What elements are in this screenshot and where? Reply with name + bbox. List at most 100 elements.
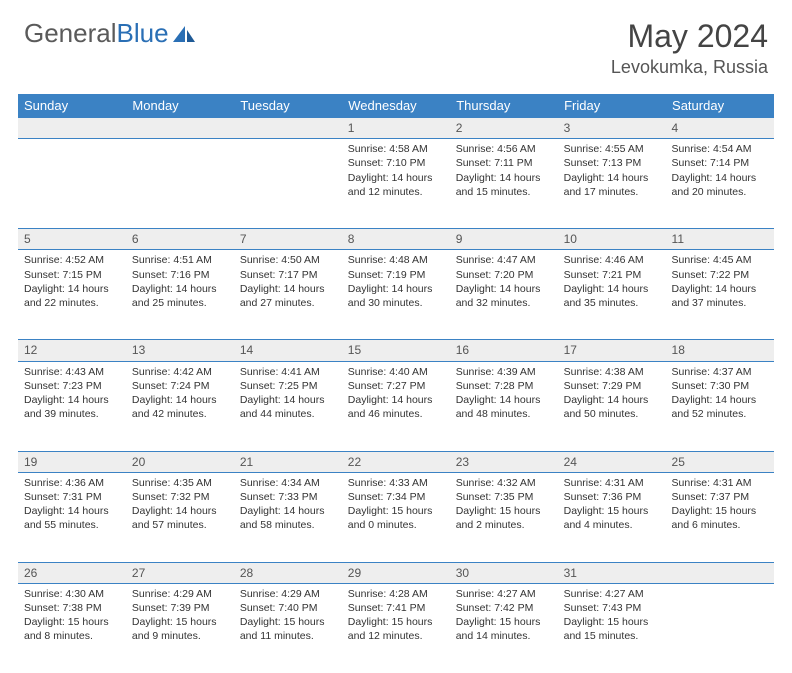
- day-cell: Sunrise: 4:30 AMSunset: 7:38 PMDaylight:…: [18, 583, 126, 673]
- day-number-cell: 30: [450, 562, 558, 583]
- day-detail-line: and 42 minutes.: [132, 407, 228, 421]
- day-number: 2: [450, 118, 558, 138]
- day-detail-line: and 27 minutes.: [240, 296, 336, 310]
- day-number: 3: [558, 118, 666, 138]
- day-detail-line: Daylight: 14 hours: [240, 504, 336, 518]
- day-number: 6: [126, 229, 234, 249]
- day-detail-line: Daylight: 14 hours: [672, 282, 768, 296]
- day-detail-line: and 55 minutes.: [24, 518, 120, 532]
- day-number-cell: 18: [666, 340, 774, 361]
- day-detail-line: Sunset: 7:29 PM: [564, 379, 660, 393]
- day-detail-line: Sunrise: 4:32 AM: [456, 476, 552, 490]
- day-number-cell: 3: [558, 118, 666, 139]
- day-cell-body: Sunrise: 4:47 AMSunset: 7:20 PMDaylight:…: [450, 250, 558, 316]
- day-detail-line: and 30 minutes.: [348, 296, 444, 310]
- day-cell: Sunrise: 4:48 AMSunset: 7:19 PMDaylight:…: [342, 250, 450, 340]
- day-number: 30: [450, 563, 558, 583]
- day-cell-body: Sunrise: 4:27 AMSunset: 7:42 PMDaylight:…: [450, 584, 558, 650]
- day-detail-line: Sunrise: 4:41 AM: [240, 365, 336, 379]
- day-cell-body: Sunrise: 4:43 AMSunset: 7:23 PMDaylight:…: [18, 362, 126, 428]
- day-number-cell: 26: [18, 562, 126, 583]
- day-detail-line: Sunset: 7:43 PM: [564, 601, 660, 615]
- day-detail-line: Sunset: 7:21 PM: [564, 268, 660, 282]
- day-cell-body: Sunrise: 4:45 AMSunset: 7:22 PMDaylight:…: [666, 250, 774, 316]
- day-cell-body: Sunrise: 4:55 AMSunset: 7:13 PMDaylight:…: [558, 139, 666, 205]
- day-number-cell: 23: [450, 451, 558, 472]
- day-cell-body: Sunrise: 4:38 AMSunset: 7:29 PMDaylight:…: [558, 362, 666, 428]
- day-detail-line: Daylight: 15 hours: [456, 504, 552, 518]
- day-detail-line: Sunrise: 4:34 AM: [240, 476, 336, 490]
- day-number-cell: 17: [558, 340, 666, 361]
- day-cell: Sunrise: 4:46 AMSunset: 7:21 PMDaylight:…: [558, 250, 666, 340]
- day-number: 12: [18, 340, 126, 360]
- day-cell-body: Sunrise: 4:33 AMSunset: 7:34 PMDaylight:…: [342, 473, 450, 539]
- day-number: 5: [18, 229, 126, 249]
- day-cell: Sunrise: 4:36 AMSunset: 7:31 PMDaylight:…: [18, 472, 126, 562]
- day-detail-line: Sunrise: 4:33 AM: [348, 476, 444, 490]
- day-detail-line: Daylight: 14 hours: [132, 504, 228, 518]
- day-number: 27: [126, 563, 234, 583]
- day-detail-line: Daylight: 14 hours: [348, 171, 444, 185]
- day-number-cell: 7: [234, 229, 342, 250]
- day-detail-line: Sunset: 7:11 PM: [456, 156, 552, 170]
- day-detail-line: Sunset: 7:22 PM: [672, 268, 768, 282]
- day-cell: Sunrise: 4:34 AMSunset: 7:33 PMDaylight:…: [234, 472, 342, 562]
- brand-text: GeneralBlue: [24, 18, 169, 49]
- day-detail-line: Sunset: 7:35 PM: [456, 490, 552, 504]
- day-detail-line: Sunrise: 4:39 AM: [456, 365, 552, 379]
- day-detail-line: and 9 minutes.: [132, 629, 228, 643]
- day-detail-line: and 20 minutes.: [672, 185, 768, 199]
- day-number-cell: 25: [666, 451, 774, 472]
- day-detail-line: Sunset: 7:27 PM: [348, 379, 444, 393]
- day-detail-line: Daylight: 14 hours: [132, 393, 228, 407]
- day-detail-line: and 57 minutes.: [132, 518, 228, 532]
- day-detail-line: Sunset: 7:15 PM: [24, 268, 120, 282]
- day-detail-line: and 8 minutes.: [24, 629, 120, 643]
- day-number-cell: 16: [450, 340, 558, 361]
- day-detail-line: and 58 minutes.: [240, 518, 336, 532]
- day-number: 16: [450, 340, 558, 360]
- day-cell: [126, 139, 234, 229]
- day-number-cell: 10: [558, 229, 666, 250]
- day-cell: Sunrise: 4:38 AMSunset: 7:29 PMDaylight:…: [558, 361, 666, 451]
- day-number-cell: 4: [666, 118, 774, 139]
- day-number-cell: 6: [126, 229, 234, 250]
- day-detail-line: Sunset: 7:16 PM: [132, 268, 228, 282]
- day-cell: Sunrise: 4:31 AMSunset: 7:37 PMDaylight:…: [666, 472, 774, 562]
- day-cell: Sunrise: 4:41 AMSunset: 7:25 PMDaylight:…: [234, 361, 342, 451]
- day-cell-body: Sunrise: 4:31 AMSunset: 7:37 PMDaylight:…: [666, 473, 774, 539]
- day-cell-body: Sunrise: 4:29 AMSunset: 7:39 PMDaylight:…: [126, 584, 234, 650]
- day-detail-line: and 39 minutes.: [24, 407, 120, 421]
- day-cell-body: Sunrise: 4:56 AMSunset: 7:11 PMDaylight:…: [450, 139, 558, 205]
- day-cell: Sunrise: 4:27 AMSunset: 7:43 PMDaylight:…: [558, 583, 666, 673]
- day-detail-line: Daylight: 14 hours: [348, 393, 444, 407]
- day-cell-body: [666, 584, 774, 593]
- day-detail-line: Sunrise: 4:43 AM: [24, 365, 120, 379]
- day-detail-line: and 2 minutes.: [456, 518, 552, 532]
- day-cell-body: Sunrise: 4:37 AMSunset: 7:30 PMDaylight:…: [666, 362, 774, 428]
- day-cell-body: Sunrise: 4:54 AMSunset: 7:14 PMDaylight:…: [666, 139, 774, 205]
- day-detail-line: Daylight: 15 hours: [564, 504, 660, 518]
- day-header: Sunday: [18, 94, 126, 118]
- day-detail-line: and 32 minutes.: [456, 296, 552, 310]
- day-cell-body: Sunrise: 4:31 AMSunset: 7:36 PMDaylight:…: [558, 473, 666, 539]
- day-cell-body: Sunrise: 4:39 AMSunset: 7:28 PMDaylight:…: [450, 362, 558, 428]
- day-detail-line: Sunrise: 4:27 AM: [564, 587, 660, 601]
- day-cell-body: [18, 139, 126, 148]
- day-number: 29: [342, 563, 450, 583]
- day-cell: Sunrise: 4:31 AMSunset: 7:36 PMDaylight:…: [558, 472, 666, 562]
- day-detail-line: and 11 minutes.: [240, 629, 336, 643]
- day-number-cell: [18, 118, 126, 139]
- day-detail-line: Sunrise: 4:29 AM: [240, 587, 336, 601]
- day-cell-body: Sunrise: 4:28 AMSunset: 7:41 PMDaylight:…: [342, 584, 450, 650]
- calendar-table: SundayMondayTuesdayWednesdayThursdayFrid…: [18, 94, 774, 673]
- day-number-cell: 22: [342, 451, 450, 472]
- day-detail-line: Daylight: 14 hours: [240, 282, 336, 296]
- day-number-cell: 27: [126, 562, 234, 583]
- day-cell-body: Sunrise: 4:40 AMSunset: 7:27 PMDaylight:…: [342, 362, 450, 428]
- day-number-cell: 12: [18, 340, 126, 361]
- day-number: 7: [234, 229, 342, 249]
- day-cell: Sunrise: 4:54 AMSunset: 7:14 PMDaylight:…: [666, 139, 774, 229]
- day-number: 21: [234, 452, 342, 472]
- day-detail-line: Sunset: 7:39 PM: [132, 601, 228, 615]
